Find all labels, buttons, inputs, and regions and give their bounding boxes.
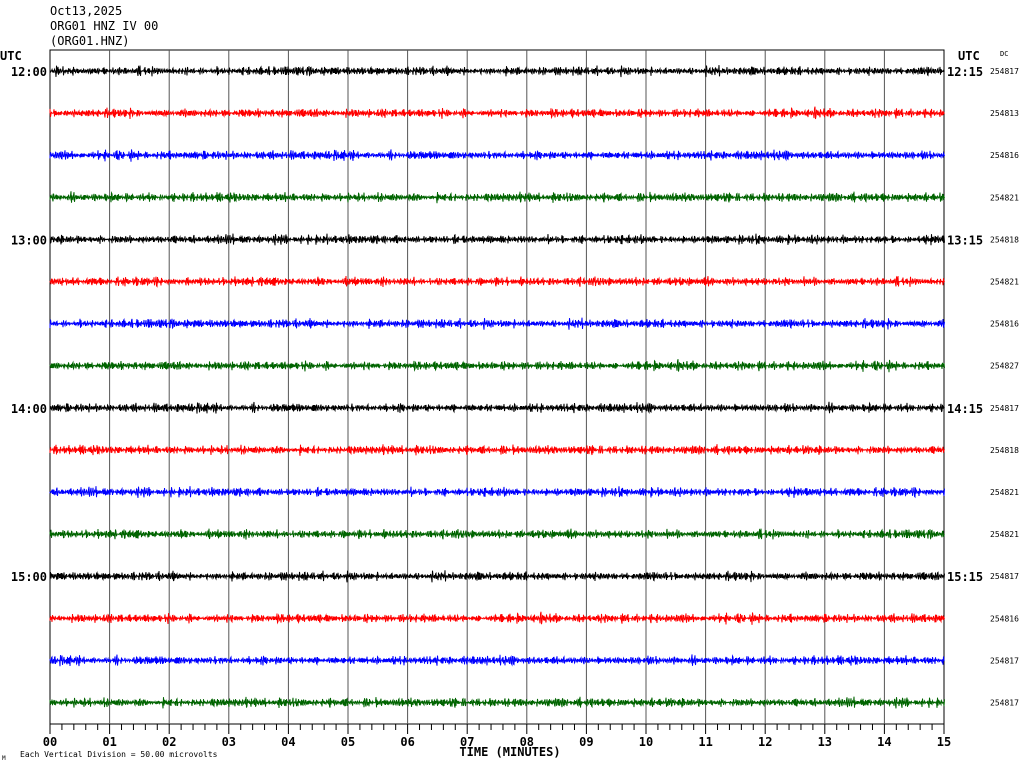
corner-mark: M <box>2 755 6 762</box>
dc-value: 254813 <box>990 109 1019 118</box>
right-time-label: 14:15 <box>947 402 983 416</box>
x-tick-label: 11 <box>698 735 712 749</box>
x-tick-label: 07 <box>460 735 474 749</box>
x-tick-label: 12 <box>758 735 772 749</box>
dc-value: 254817 <box>990 699 1019 708</box>
header-station: ORG01 HNZ IV 00 <box>50 19 159 33</box>
trace-line <box>49 654 945 667</box>
trace-line <box>49 233 945 246</box>
trace-line <box>49 401 945 414</box>
trace-line <box>49 359 945 373</box>
dc-value: 254817 <box>990 656 1019 665</box>
dc-value: 254818 <box>990 235 1019 244</box>
dc-value: 254818 <box>990 446 1019 455</box>
x-tick-label: 13 <box>818 735 832 749</box>
x-axis-label: TIME (MINUTES) <box>459 745 560 759</box>
trace-line <box>49 528 945 540</box>
x-tick-label: 08 <box>520 735 534 749</box>
trace-line <box>49 696 945 709</box>
trace-line <box>49 444 945 456</box>
dc-header-label: DC <box>1000 50 1008 58</box>
right-time-label: 13:15 <box>947 233 983 247</box>
trace-line <box>49 275 945 288</box>
x-tick-label: 00 <box>43 735 57 749</box>
dc-value: 254816 <box>990 614 1019 623</box>
left-time-label: 14:00 <box>11 402 47 416</box>
x-tick-label: 02 <box>162 735 176 749</box>
vertical-division-note: Each Vertical Division = 50.00 microvolt… <box>20 750 218 759</box>
dc-value: 254816 <box>990 151 1019 160</box>
dc-value: 254817 <box>990 572 1019 581</box>
x-tick-label: 14 <box>877 735 891 749</box>
header-channel: (ORG01.HNZ) <box>50 34 130 48</box>
x-tick-label: 05 <box>341 735 355 749</box>
x-tick-label: 06 <box>400 735 414 749</box>
trace-line <box>49 317 945 330</box>
left-time-label: 13:00 <box>11 233 47 247</box>
left-time-label: 15:00 <box>11 570 47 584</box>
right-axis-label: UTC <box>958 49 980 63</box>
header-date: Oct13,2025 <box>50 4 123 18</box>
dc-value: 254821 <box>990 530 1019 539</box>
right-time-label: 12:15 <box>947 65 983 79</box>
plot-frame <box>49 49 945 725</box>
trace-line <box>49 190 945 204</box>
right-time-label: 15:15 <box>947 570 983 584</box>
trace-line <box>49 611 945 625</box>
dc-value: 254821 <box>990 193 1019 202</box>
x-tick-label: 10 <box>639 735 653 749</box>
trace-line <box>49 486 945 499</box>
x-tick-label: 03 <box>222 735 236 749</box>
trace-line <box>49 149 945 162</box>
trace-line <box>49 106 945 120</box>
x-tick-label: 01 <box>102 735 116 749</box>
trace-line <box>49 570 945 583</box>
dc-value: 254821 <box>990 488 1019 497</box>
dc-value: 254821 <box>990 278 1019 287</box>
left-time-label: 12:00 <box>11 65 47 79</box>
x-tick-label: 04 <box>281 735 295 749</box>
left-axis-label: UTC <box>0 49 22 63</box>
dc-value: 254816 <box>990 320 1019 329</box>
trace-line <box>49 65 945 78</box>
dc-value: 254827 <box>990 362 1019 371</box>
dc-value: 254817 <box>990 404 1019 413</box>
x-tick-label: 09 <box>579 735 593 749</box>
dc-value: 254817 <box>990 67 1019 76</box>
x-tick-label: 15 <box>937 735 951 749</box>
